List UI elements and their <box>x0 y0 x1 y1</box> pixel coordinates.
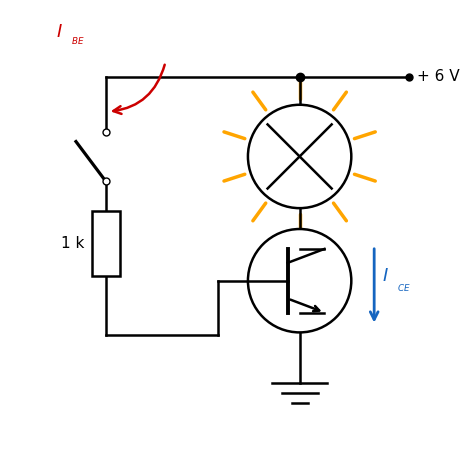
Text: 1 k: 1 k <box>61 236 84 251</box>
Text: $I$: $I$ <box>382 267 389 285</box>
Bar <box>92 211 120 276</box>
Text: $I$: $I$ <box>56 23 63 41</box>
Text: $_{CE}$: $_{CE}$ <box>397 281 411 294</box>
Circle shape <box>248 229 351 332</box>
Text: $_{BE}$: $_{BE}$ <box>71 34 85 47</box>
Circle shape <box>248 105 351 208</box>
Text: + 6 V: + 6 V <box>417 69 460 84</box>
